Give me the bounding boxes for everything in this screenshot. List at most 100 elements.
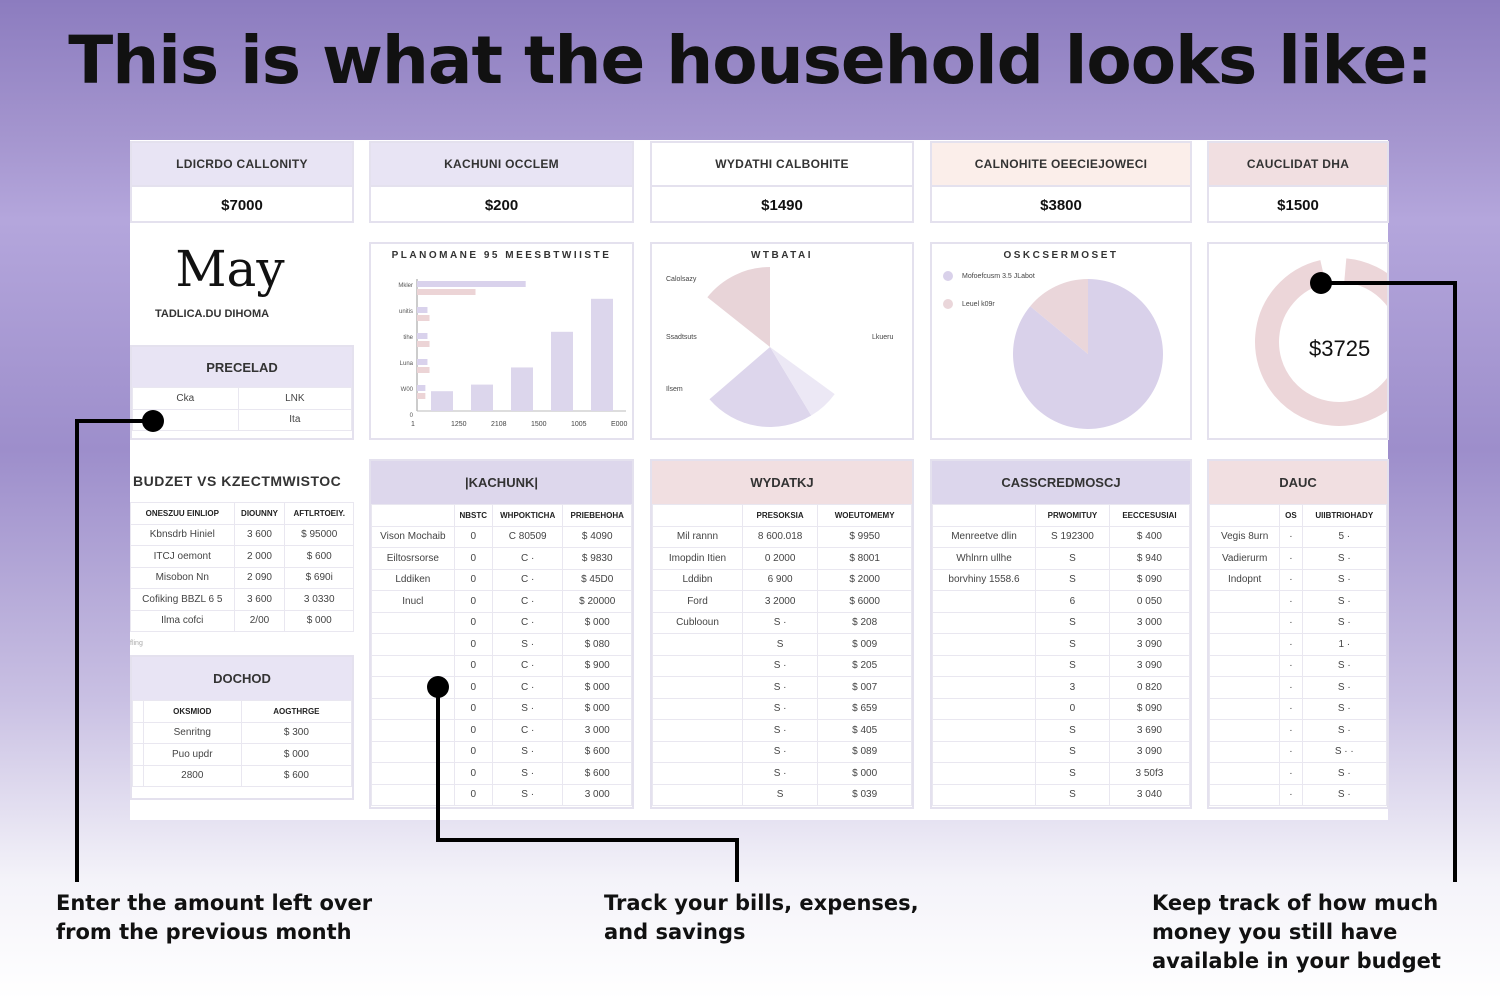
table-cell[interactable]: S: [741, 783, 819, 806]
y-tick-label: tihe: [403, 335, 413, 341]
pie2-title: OSKCSERMOSET: [1003, 250, 1119, 261]
budget-table: ONESZUU EINLIOP DIOUNNY AFTLRTOEIY. Kbnsdrb…: [130, 502, 354, 632]
income-table: OKSMIOD AOGTHRGE Senritng $ 300 Puo updr $ 00…: [132, 700, 353, 787]
month-subtitle: TADLICA.DU DIHOMA: [155, 308, 270, 320]
summary-card-label: KACHUNI OCCLEM: [371, 143, 632, 185]
y-tick-label: unitis: [399, 309, 413, 315]
remaining-amount: $3725: [1309, 336, 1371, 361]
bills-panel: |KACHUNK| NBSTC WHPOKTICHA PRIEBEHOHA Vison…: [369, 459, 634, 809]
summary-card-value: $3800: [932, 185, 1190, 221]
table-header-row: OS UIIBTRIOHADY: [1209, 504, 1387, 527]
table-row: Menreetve dlin S 192300 $ 400: [932, 525, 1191, 548]
savings-table: PRWOMITUY EECCESUSIAI Menreetve dlin S 1923…: [932, 504, 1191, 806]
expenses-table: PRESOKSIA WOEUTOMEMY Mil rannn 8 600.018 $ 9…: [652, 504, 912, 806]
table-cell[interactable]: $ 940: [1108, 547, 1191, 570]
table-header-row: PRWOMITUY EECCESUSIAI: [932, 504, 1191, 527]
table-cell[interactable]: S ·: [491, 783, 564, 806]
table-cell[interactable]: 3 040: [1108, 783, 1191, 806]
carryover-table: Cka LNK Ita: [132, 387, 353, 431]
savings-panel: CASSCREDMOSCJ PRWOMITUY EECCESUSIAI Menree…: [930, 459, 1192, 809]
table-cell[interactable]: $ 039: [817, 783, 912, 806]
table-row: Indopnt · S ·: [1209, 568, 1387, 591]
debt-title: DAUC: [1209, 461, 1387, 504]
summary-card: CAUCLIDAT DHA $1500: [1207, 141, 1389, 223]
table-cell[interactable]: 2/00: [233, 609, 286, 632]
table-cell[interactable]: $ 45D0: [562, 568, 632, 591]
pie-chart-panel-1: WTBATAI Calolsazy Ssadtsuts Ilsem Lkueru: [650, 242, 914, 440]
summary-card-label: WYDATHI CALBOHITE: [715, 157, 849, 171]
table-row: · S ·: [1209, 762, 1387, 785]
table-cell[interactable]: ·: [1279, 568, 1303, 591]
table-row: · S ·: [1209, 590, 1387, 613]
table-cell[interactable]: $ 000: [284, 609, 354, 632]
summary-card: CALNOHITE OEECIEJOWECI $3800: [930, 141, 1192, 223]
summary-card-label: LDICRDO CALLONITY: [132, 143, 352, 185]
table-row: S · $ 659: [652, 697, 912, 720]
table-row: Vadierurm · S ·: [1209, 547, 1387, 570]
donut-ring: [1255, 258, 1387, 426]
table-cell[interactable]: ·: [1279, 740, 1303, 763]
table-cell[interactable]: S: [1035, 783, 1110, 806]
table-header-row: ONESZUU EINLIOP DIOUNNY AFTLRTOEIY.: [130, 502, 354, 525]
h-bar: [417, 359, 428, 365]
table-row: S $ 039: [652, 783, 912, 806]
y-tick-label: Luna: [400, 361, 414, 367]
v-bar: [431, 391, 453, 411]
table-cell[interactable]: S ·: [1301, 783, 1387, 806]
y-tick-label: 0: [410, 413, 414, 419]
callout-dot-carryover: [142, 410, 164, 432]
v-bar: [551, 331, 573, 411]
budget-vs-actual-panel: BUDZET VS KZECTMWISTOC ONESZUU EINLIOP DI…: [130, 459, 354, 649]
y-tick-label: Mkler: [398, 283, 413, 289]
h-bar: [417, 393, 426, 399]
carryover-panel: PRECELAD Cka LNK Ita: [130, 345, 354, 440]
table-row: Whlnrn ullhe S $ 940: [932, 547, 1191, 570]
pie-slice: [1030, 279, 1088, 354]
x-tick-label: 1500: [531, 421, 547, 428]
callout-line-remaining: [1321, 281, 1457, 882]
callout-dot-remaining: [1310, 272, 1332, 294]
table-cell[interactable]: 2 090: [233, 566, 286, 589]
h-bar: [417, 289, 476, 295]
table-cell[interactable]: ·: [1279, 525, 1303, 548]
table-row: Mil rannn 8 600.018 $ 9950: [652, 525, 912, 548]
table-cell[interactable]: [932, 783, 1036, 806]
table-cell[interactable]: 3 600: [233, 523, 286, 546]
table-cell[interactable]: $ 600: [240, 764, 353, 787]
summary-card-value: $1490: [652, 185, 912, 221]
bills-title: |KACHUNK|: [371, 461, 632, 504]
x-tick-label: E000: [611, 421, 627, 428]
table-cell[interactable]: 2800: [142, 764, 242, 787]
expenses-title: WYDATKJ: [652, 461, 912, 504]
table-row: Lddibn 6 900 $ 2000: [652, 568, 912, 591]
table-cell[interactable]: 0: [453, 783, 493, 806]
expenses-panel: WYDATKJ PRESOKSIA WOEUTOMEMY Mil rannn 8 60…: [650, 459, 914, 809]
table-cell[interactable]: Ita: [237, 408, 353, 431]
table-row: Inucl 0 C · $ 20000: [371, 590, 632, 613]
debt-table: OS UIIBTRIOHADY Vegis 8urn · 5 · Vadierurm · S …: [1209, 504, 1387, 806]
table-cell[interactable]: ·: [1279, 783, 1303, 806]
table-cell[interactable]: 3 000: [562, 783, 632, 806]
remaining-donut: [1255, 258, 1387, 426]
pie-label: Lkueru: [872, 334, 894, 341]
annotation-remaining: Keep track of how much money you still h…: [1152, 891, 1441, 973]
table-row: S $ 009: [652, 633, 912, 656]
table-cell[interactable]: Menreetve dlin: [932, 525, 1036, 548]
pie-label: Calolsazy: [666, 276, 697, 283]
summary-card-value: $7000: [132, 185, 352, 221]
table-row: · S ·: [1209, 676, 1387, 699]
table-cell[interactable]: S ·: [1301, 676, 1387, 699]
pie-label: Ssadtsuts: [666, 334, 697, 341]
